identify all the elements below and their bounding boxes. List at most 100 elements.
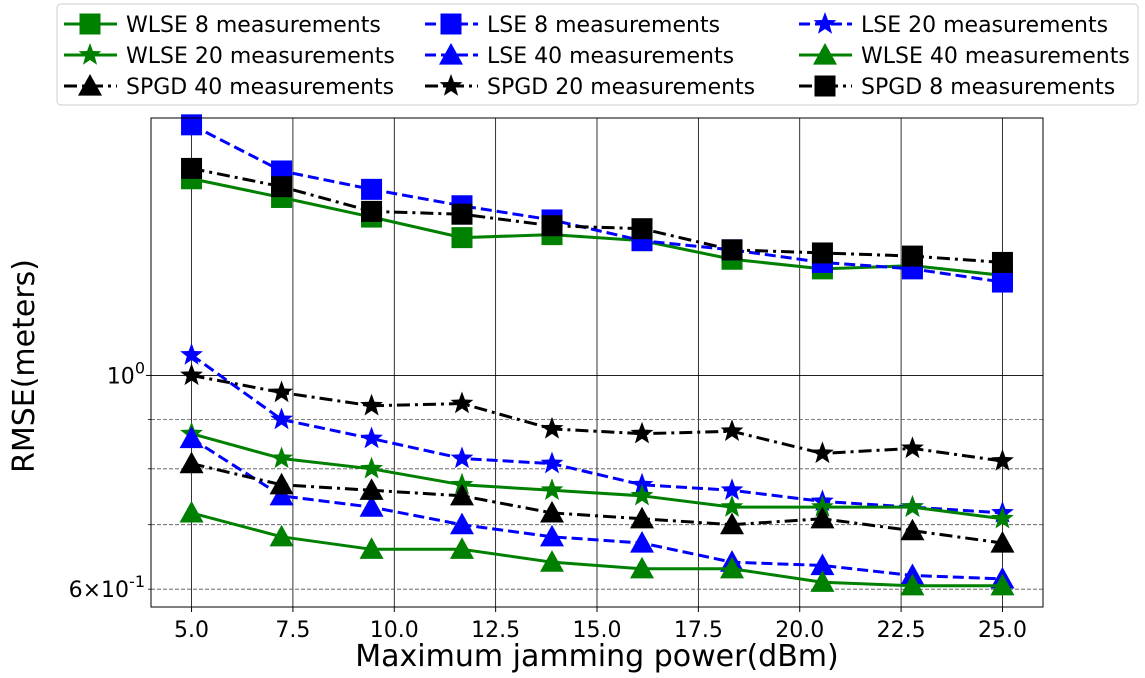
legend-item: WLSE 40 measurements [799,43,1130,69]
data-point [449,483,474,506]
data-point [269,483,294,506]
legend-label: WLSE 20 measurements [126,44,395,69]
series-line [191,462,1003,545]
series-line [191,373,1003,463]
data-point [901,436,924,459]
legend-label: SPGD 20 measurements [487,75,755,100]
data-point [179,451,204,474]
legend-marker [814,75,836,97]
legend: WLSE 8 measurements WLSE 20 measurements S… [56,3,1139,106]
series-line [190,437,1003,581]
x-tick-label: 10.0 [370,618,419,643]
legend-item: SPGD 40 measurements [64,74,394,100]
tick-layer: 5.0 7.5 10.0 12.5 15.0 17.5 20.0 22.5 25.0 100 6×1… [69,358,1027,643]
x-tick-label: 12.5 [471,618,520,643]
data-point [630,506,655,529]
data-point [451,203,473,225]
data-point [539,500,564,523]
x-tick-label: 7.5 [275,618,310,643]
series-line [191,166,1003,264]
x-axis-label: Maximum jamming power(dBm) [355,639,838,674]
legend-item: WLSE 20 measurements [64,43,395,69]
legend-label: SPGD 40 measurements [126,75,394,100]
series-layer [179,114,1015,596]
data-point [360,456,383,479]
data-point [810,553,835,576]
legend-label: WLSE 40 measurements [861,44,1130,69]
data-point [361,178,383,200]
data-point [450,391,474,414]
legend-marker [78,74,102,96]
legend-frame [56,3,1139,106]
data-point [720,478,744,500]
y-minor-tick-label: 6×10-1 [69,572,145,603]
data-point [450,472,474,495]
data-point [990,531,1015,553]
data-point [900,573,925,596]
legend-marker [78,43,102,65]
series-3 [180,421,1014,529]
data-point [270,446,293,469]
legend-marker [439,43,463,65]
data-point [991,271,1013,293]
series-line [190,123,1003,284]
legend-item: LSE 40 measurements [425,43,734,69]
data-point [360,393,383,416]
legend-label: SPGD 8 measurements [861,75,1115,100]
legend-marker [813,12,837,34]
series-line [190,353,1003,515]
x-tick-label: 15.0 [573,618,622,643]
series-line [191,511,1003,588]
series-6 [179,451,1015,553]
data-point [811,242,833,264]
data-point [451,227,473,249]
series-7 [180,363,1014,471]
series-line [191,432,1003,521]
data-point [630,421,654,444]
data-point [270,380,293,403]
data-point [359,495,384,517]
x-tick-label: 22.5 [877,618,926,643]
series-5 [179,500,1015,596]
legend-label: LSE 20 measurements [861,13,1108,38]
legend-label: LSE 40 measurements [487,44,734,69]
data-point [811,495,834,517]
data-point [270,407,293,430]
legend-marker [440,13,462,35]
data-point [720,495,744,517]
data-point [179,500,204,523]
series-line [191,177,1003,277]
data-point [991,251,1013,273]
data-point [540,478,564,500]
data-point [630,556,655,579]
data-point [810,570,835,592]
legend-marker [813,43,837,65]
data-point [901,495,924,517]
y-tick-label: 100 [107,358,145,389]
data-point [630,483,654,506]
legend-item: SPGD 8 measurements [799,75,1115,100]
data-point [269,524,294,547]
data-point [181,114,203,136]
data-point [539,524,564,547]
data-point [721,239,743,261]
data-point [539,550,564,572]
data-point [181,157,203,179]
data-point [720,512,745,535]
data-point [720,556,745,579]
data-point [810,506,835,529]
data-point [180,363,203,386]
data-point [630,472,654,495]
x-tick-label: 25.0 [978,618,1027,643]
data-point [359,478,384,500]
x-tick-label: 17.5 [674,618,723,643]
data-point [720,419,744,442]
data-point [991,506,1014,529]
x-tick-label: 5.0 [174,618,209,643]
data-point [271,176,293,198]
data-point [990,573,1015,596]
data-point [540,416,564,439]
legend-marker [79,13,101,35]
grid-layer [151,118,1043,607]
